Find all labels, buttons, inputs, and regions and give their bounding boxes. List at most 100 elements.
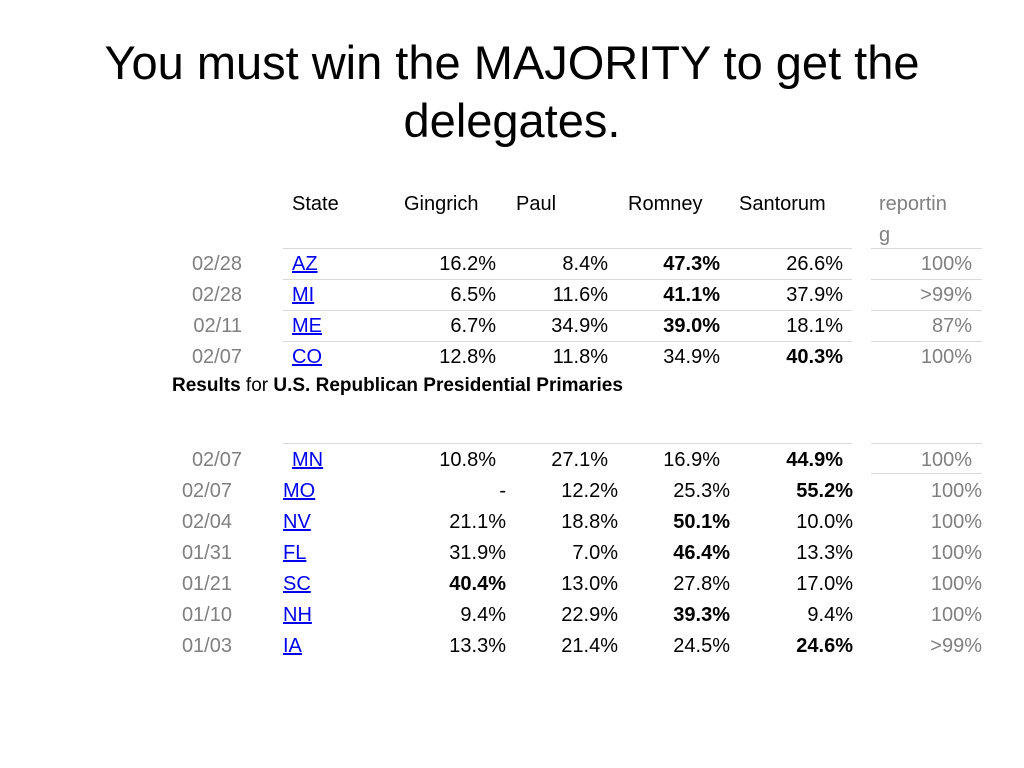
cell-reporting: 100% xyxy=(920,449,972,471)
row-divider xyxy=(871,310,982,311)
cell-romney: 27.8% xyxy=(673,573,730,595)
state-link-nv[interactable]: NV xyxy=(283,511,311,533)
row-divider xyxy=(283,310,852,311)
cell-paul: 8.4% xyxy=(562,253,608,275)
state-link-mi[interactable]: MI xyxy=(292,284,315,306)
cell-paul: 11.6% xyxy=(552,284,608,306)
row-date: 02/07 xyxy=(181,480,232,502)
row-state-cell: NV xyxy=(283,510,311,534)
header-reporting-line1: reportin xyxy=(879,193,947,215)
cell-romney: 34.9% xyxy=(663,346,720,368)
cell-reporting: >99% xyxy=(930,635,982,657)
state-link-co[interactable]: CO xyxy=(292,346,322,368)
cell-paul: 22.9% xyxy=(561,604,618,626)
row-state-cell: MN xyxy=(292,448,323,472)
cell-romney-winner: 39.0% xyxy=(663,315,720,337)
cell-romney-winner: 41.1% xyxy=(663,284,720,306)
row-state-cell: SC xyxy=(283,572,311,596)
cell-gingrich: 16.2% xyxy=(439,253,496,275)
row-state-cell: FL xyxy=(283,541,306,565)
cell-reporting: 100% xyxy=(930,542,982,564)
cell-paul: 21.4% xyxy=(561,635,618,657)
row-date: 02/07 xyxy=(191,346,242,368)
cell-gingrich: 6.5% xyxy=(450,284,496,306)
cell-gingrich: 12.8% xyxy=(439,346,496,368)
cell-romney: 24.5% xyxy=(673,635,730,657)
row-date: 02/28 xyxy=(191,284,242,306)
cell-santorum: 37.9% xyxy=(786,284,843,306)
cell-gingrich: 9.4% xyxy=(460,604,506,626)
row-state-cell: MI xyxy=(292,283,314,307)
header-state: State xyxy=(292,193,339,215)
row-state-cell: CO xyxy=(292,345,322,369)
cell-paul: 34.9% xyxy=(551,315,608,337)
row-divider xyxy=(871,443,982,444)
state-link-sc[interactable]: SC xyxy=(283,573,311,595)
slide-title: You must win the MAJORITY to get the del… xyxy=(104,36,920,147)
state-link-ia[interactable]: IA xyxy=(283,635,302,657)
cell-santorum: 18.1% xyxy=(786,315,843,337)
row-date: 02/04 xyxy=(181,511,232,533)
row-divider xyxy=(283,443,852,444)
row-divider xyxy=(283,248,852,249)
row-divider xyxy=(283,341,852,342)
state-link-mo[interactable]: MO xyxy=(283,480,316,502)
cell-reporting: 100% xyxy=(920,346,972,368)
cell-romney-winner: 39.3% xyxy=(673,604,730,626)
caption-bold-primaries: U.S. Republican Presidential Primaries xyxy=(273,375,623,396)
state-link-az[interactable]: AZ xyxy=(292,253,318,275)
state-link-nh[interactable]: NH xyxy=(283,604,312,626)
row-date: 02/07 xyxy=(191,449,242,471)
caption-bold-results: Results xyxy=(172,375,241,396)
cell-paul: 13.0% xyxy=(561,573,618,595)
cell-santorum: 10.0% xyxy=(796,511,853,533)
row-date: 02/28 xyxy=(191,253,242,275)
row-date: 02/11 xyxy=(193,315,242,337)
row-divider xyxy=(871,473,982,474)
cell-reporting: 100% xyxy=(930,511,982,533)
state-link-me[interactable]: ME xyxy=(292,315,322,337)
cell-reporting: 87% xyxy=(931,315,972,337)
cell-reporting: 100% xyxy=(930,573,982,595)
row-state-cell: AZ xyxy=(292,252,318,276)
row-state-cell: ME xyxy=(292,314,322,338)
state-link-fl[interactable]: FL xyxy=(283,542,307,564)
cell-gingrich: 13.3% xyxy=(449,635,506,657)
header-romney: Romney xyxy=(628,193,703,215)
row-divider xyxy=(871,341,982,342)
row-state-cell: MO xyxy=(283,479,315,503)
cell-santorum-winner: 44.9% xyxy=(786,449,843,471)
row-date: 01/21 xyxy=(181,573,232,595)
cell-romney: 16.9% xyxy=(663,449,720,471)
cell-paul: 11.8% xyxy=(552,346,608,368)
row-date: 01/31 xyxy=(181,542,232,564)
cell-santorum: 17.0% xyxy=(796,573,853,595)
cell-paul: 27.1% xyxy=(551,449,608,471)
cell-gingrich: - xyxy=(499,480,506,502)
cell-reporting: 100% xyxy=(920,253,972,275)
header-paul: Paul xyxy=(516,193,557,215)
cell-romney-winner: 46.4% xyxy=(673,542,730,564)
cell-gingrich: 6.7% xyxy=(450,315,496,337)
caption-for: for xyxy=(240,375,274,396)
cell-romney-winner: 47.3% xyxy=(663,253,720,275)
cell-gingrich: 10.8% xyxy=(439,449,496,471)
cell-reporting: >99% xyxy=(920,284,972,306)
header-gingrich: Gingrich xyxy=(404,193,479,215)
cell-santorum-winner: 24.6% xyxy=(796,635,853,657)
cell-reporting: 100% xyxy=(930,604,982,626)
row-divider xyxy=(283,279,852,280)
cell-santorum: 9.4% xyxy=(807,604,853,626)
cell-romney-winner: 50.1% xyxy=(673,511,730,533)
table-caption: Results for U.S. Republican Presidential… xyxy=(172,374,623,398)
cell-santorum: 26.6% xyxy=(786,253,843,275)
cell-reporting: 100% xyxy=(930,480,982,502)
header-santorum: Santorum xyxy=(739,193,826,215)
cell-santorum: 13.3% xyxy=(796,542,853,564)
cell-gingrich: 21.1% xyxy=(449,511,506,533)
header-reporting-line2: g xyxy=(879,224,891,246)
row-state-cell: IA xyxy=(283,634,302,658)
cell-paul: 18.8% xyxy=(561,511,618,533)
state-link-mn[interactable]: MN xyxy=(292,449,324,471)
cell-paul: 7.0% xyxy=(572,542,618,564)
